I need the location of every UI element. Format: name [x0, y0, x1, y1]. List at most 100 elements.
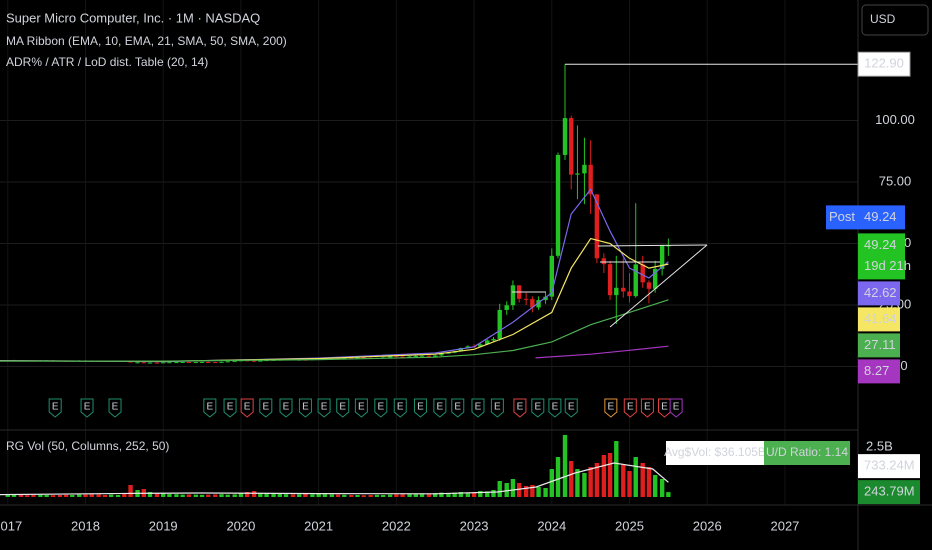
candle-body [167, 362, 172, 364]
earnings-label: E [552, 402, 559, 413]
volume-bar [335, 494, 341, 497]
earnings-label: E [52, 402, 59, 413]
candle-body [504, 305, 509, 310]
volume-bar [271, 494, 276, 497]
volume-bar [555, 457, 561, 497]
x-tick-label: 2022 [382, 518, 411, 533]
volume-bar [419, 493, 425, 497]
volume-bar [646, 467, 652, 497]
earnings-label: E [339, 402, 346, 413]
volume-bar [50, 495, 56, 497]
ma-value-box [858, 333, 900, 358]
volume-bar [621, 465, 626, 497]
earnings-label: E [244, 402, 251, 413]
candle-body [161, 362, 166, 364]
candle-body [258, 360, 263, 362]
earnings-marker [108, 398, 122, 418]
earnings-marker [669, 398, 683, 418]
countdown-label: 19d 21h [864, 258, 911, 273]
earnings-marker [317, 398, 331, 418]
candle-body [439, 352, 444, 356]
earnings-label: E [534, 402, 541, 413]
volume-bar [516, 483, 522, 497]
volume-bar [310, 494, 315, 497]
earnings-marker [203, 398, 217, 418]
candle-body [575, 173, 580, 175]
earnings-label: E [321, 402, 328, 413]
earnings-label: E [227, 402, 234, 413]
volume-bar [31, 495, 36, 497]
avg-dollar-volume: Avg$Vol: $36.105B [664, 445, 766, 459]
candle-body [614, 287, 619, 296]
indicator-label: ADR% / ATR / LoD dist. Table (20, 14) [6, 55, 208, 69]
volume-bar [5, 495, 10, 497]
earnings-marker [279, 398, 293, 418]
volume-bar [652, 475, 658, 497]
earnings-label: E [397, 402, 404, 413]
volume-bar [329, 494, 335, 497]
earnings-marker [490, 398, 504, 418]
candle-body [154, 362, 160, 364]
candle-body [426, 355, 432, 357]
drawings [512, 244, 708, 328]
x-tick-label: 2024 [537, 518, 566, 533]
candle-body [497, 309, 502, 339]
ma-value-label: 41.64 [864, 311, 897, 326]
ma-value-box [858, 359, 900, 384]
volume-bar [316, 494, 321, 497]
volume-bar [11, 494, 17, 497]
post-price-box [858, 205, 905, 230]
volume-bar [18, 495, 24, 497]
earnings-label: E [437, 402, 444, 413]
volume-bar [627, 471, 632, 497]
volume-bar [154, 493, 160, 497]
volume-bar [44, 495, 49, 497]
earnings-marker [393, 398, 407, 418]
volume-bar [614, 441, 619, 497]
post-price-label: 49.24 [864, 209, 897, 224]
x-tick-label: 2020 [226, 518, 255, 533]
volume-bar [588, 467, 593, 497]
candle-body [543, 296, 548, 301]
earnings-marker [240, 398, 254, 418]
volume-bar [478, 491, 483, 497]
volume-bar [232, 494, 237, 497]
volume-bar [659, 479, 665, 497]
candle-body [491, 338, 496, 341]
x-tick-label: 2023 [460, 518, 489, 533]
volume-bar [342, 494, 347, 497]
volume-bar [290, 494, 296, 497]
volume-average-label: 733.24M [864, 458, 915, 473]
earnings-label: E [262, 402, 269, 413]
earnings-label: E [627, 402, 634, 413]
moving-average [0, 299, 669, 362]
candle-body [407, 356, 412, 358]
earnings-label: E [454, 402, 461, 413]
candle-body [361, 357, 366, 359]
currency-button[interactable] [861, 4, 929, 36]
volume-bar [238, 493, 244, 497]
volume-bar [601, 455, 607, 497]
currency-label[interactable]: USD [870, 12, 896, 26]
ma-value-label: 27.11 [864, 337, 896, 352]
volume-bar [96, 494, 101, 497]
candle-body [147, 362, 153, 364]
candle-body [413, 355, 418, 357]
x-tick-label: 2027 [770, 518, 799, 533]
earnings-label: E [358, 402, 365, 413]
candle-body [232, 360, 237, 362]
volume-bar [374, 494, 380, 497]
volume-bar [264, 493, 269, 497]
last-price-label: 49.24 [864, 237, 897, 252]
earnings-marker [336, 398, 350, 418]
volume-bar [147, 492, 153, 497]
volume-bar [471, 492, 477, 497]
candle-body [582, 164, 587, 174]
earnings-marker [640, 398, 654, 418]
moving-average [535, 345, 669, 359]
volume-bar [413, 493, 418, 497]
volume-bar [433, 493, 438, 497]
earnings-label: E [661, 402, 668, 413]
earnings-label: E [517, 402, 524, 413]
volume-bar [633, 457, 638, 497]
